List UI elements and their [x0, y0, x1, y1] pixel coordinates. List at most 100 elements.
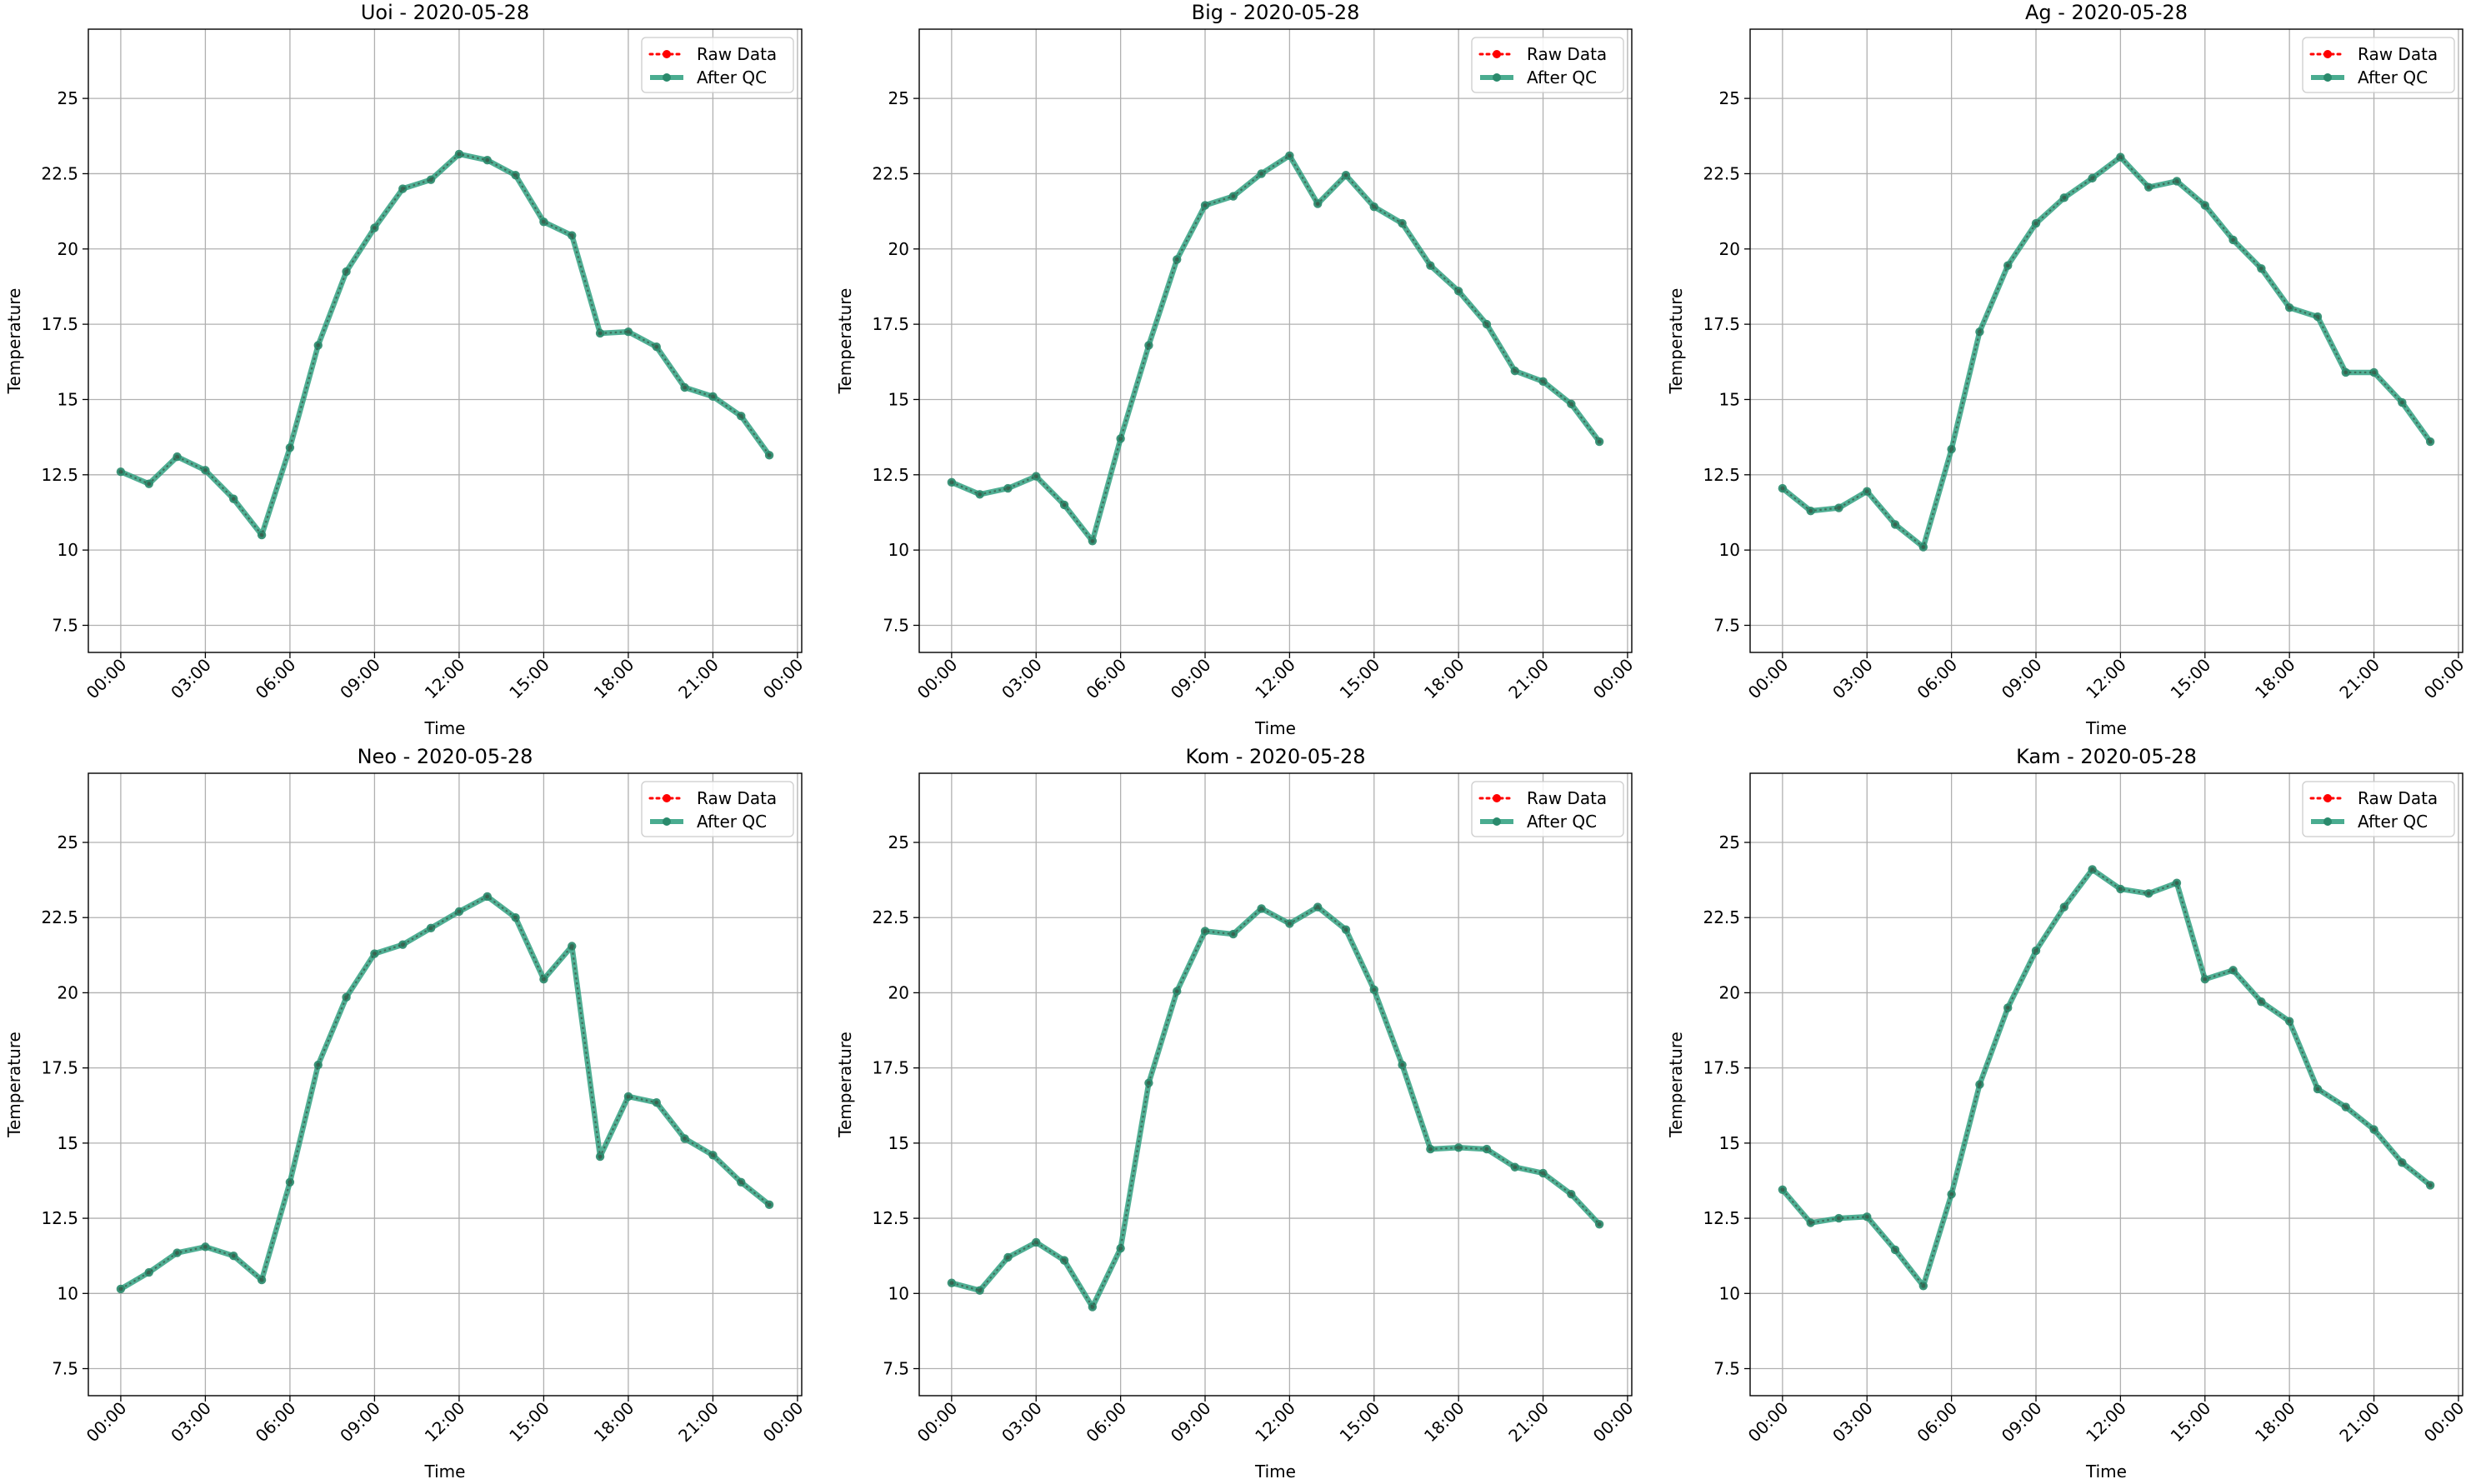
y-tick-label: 25	[1719, 88, 1740, 108]
data-point-raw	[373, 226, 377, 230]
x-tick-label: 00:00	[1744, 1398, 1793, 1447]
y-tick-label: 15	[1719, 389, 1740, 409]
x-tick-label: 09:00	[1998, 1398, 2046, 1447]
data-point-raw	[1808, 1221, 1813, 1225]
data-point-raw	[1893, 1247, 1898, 1252]
y-tick-label: 20	[58, 982, 78, 1002]
x-tick-label: 21:00	[674, 655, 723, 703]
data-point-raw	[457, 152, 462, 157]
data-point-raw	[1780, 486, 1785, 491]
data-point-raw	[1287, 922, 1292, 926]
data-point-raw	[2033, 948, 2038, 953]
legend-marker-qc	[1493, 817, 1501, 826]
data-point-raw	[1090, 538, 1095, 543]
x-tick-label: 12:00	[1251, 1398, 1299, 1447]
data-point-raw	[485, 157, 490, 162]
legend-marker-raw	[2323, 794, 2332, 802]
y-tick-label: 7.5	[52, 1359, 78, 1379]
x-tick-label: 12:00	[2082, 1398, 2130, 1447]
y-tick-label: 17.5	[1703, 314, 1740, 334]
data-point-raw	[2146, 185, 2151, 190]
data-point-raw	[288, 445, 293, 450]
x-tick-label: 21:00	[2335, 655, 2383, 703]
data-point-raw	[2174, 881, 2179, 886]
data-point-raw	[1978, 329, 1982, 334]
y-axis-label: Temperature	[835, 288, 855, 395]
series-line-after-qc	[948, 904, 1603, 1310]
y-tick-label: 22.5	[41, 163, 78, 183]
data-point-raw	[175, 1251, 179, 1255]
data-point-raw	[1893, 522, 1898, 527]
legend: Raw Data After QC	[2302, 37, 2455, 93]
x-tick-label: 21:00	[674, 1398, 723, 1447]
axes-frame	[918, 28, 1633, 653]
x-tick-label: 18:00	[1420, 1398, 1468, 1447]
chart-title: Neo - 2020-05-28	[358, 745, 533, 768]
legend-marker-qc	[1493, 73, 1501, 82]
legend: Raw Data After QC	[641, 781, 794, 837]
data-point-raw	[175, 454, 179, 459]
data-point-raw	[1949, 1192, 1954, 1197]
y-tick-label: 17.5	[1703, 1058, 1740, 1078]
legend-marker-raw	[663, 50, 671, 58]
legend-label-qc: After QC	[1527, 67, 1597, 87]
y-tick-label: 12.5	[41, 465, 78, 485]
x-tick-label: 12:00	[421, 655, 469, 703]
x-tick-label: 12:00	[421, 1398, 469, 1447]
y-tick-label: 20	[888, 982, 909, 1002]
data-point-raw	[2399, 400, 2404, 405]
data-point-raw	[513, 915, 518, 920]
legend-label-raw: Raw Data	[1527, 44, 1607, 64]
x-tick-label: 00:00	[83, 1398, 131, 1447]
data-point-raw	[1597, 1222, 1602, 1227]
data-point-raw	[231, 497, 236, 502]
data-point-raw	[1033, 1240, 1038, 1245]
data-point-raw	[203, 467, 208, 472]
data-point-raw	[1400, 221, 1404, 226]
data-point-raw	[485, 894, 490, 899]
y-tick-label: 20	[1719, 239, 1740, 259]
x-tick-label: 21:00	[2335, 1398, 2383, 1447]
legend-marker-raw	[1493, 794, 1501, 802]
x-tick-label: 18:00	[2251, 1398, 2299, 1447]
x-tick-label: 18:00	[1420, 655, 1468, 703]
data-point-raw	[767, 1202, 772, 1207]
data-point-raw	[2090, 867, 2095, 872]
x-tick-label: 00:00	[1589, 655, 1638, 703]
legend-marker-qc	[2323, 73, 2332, 82]
x-tick-label: 03:00	[167, 655, 215, 703]
data-point-raw	[1978, 1082, 1982, 1087]
data-point-raw	[738, 413, 743, 418]
data-point-raw	[1837, 506, 1841, 510]
data-point-raw	[2258, 266, 2263, 271]
data-point-raw	[2231, 237, 2235, 242]
data-point-raw	[2090, 176, 2095, 181]
data-point-raw	[654, 1100, 659, 1105]
y-tick-label: 22.5	[1703, 907, 1740, 927]
axes-frame	[1749, 772, 2463, 1397]
data-point-raw	[2287, 1019, 2292, 1024]
x-tick-label: 06:00	[252, 1398, 300, 1447]
legend: Raw Data After QC	[2302, 781, 2455, 837]
x-tick-label: 15:00	[505, 1398, 553, 1447]
data-point-raw	[683, 1137, 687, 1141]
data-point-raw	[1006, 1255, 1010, 1260]
y-tick-label: 15	[58, 389, 78, 409]
data-point-raw	[1315, 905, 1320, 909]
data-point-raw	[288, 1180, 293, 1185]
y-tick-label: 12.5	[872, 465, 909, 485]
data-point-raw	[231, 1253, 236, 1258]
data-point-raw	[569, 944, 574, 948]
data-point-raw	[1372, 987, 1377, 992]
x-tick-label: 00:00	[2420, 655, 2468, 703]
data-point-raw	[1006, 486, 1010, 491]
data-point-raw	[147, 1270, 152, 1275]
x-tick-label: 12:00	[2082, 655, 2130, 703]
chart-panel: 7.5 10 12.5 15 17.5 20 22.5 25 00:00 03:00 06:00 09…	[4, 1, 807, 738]
x-tick-label: 00:00	[913, 655, 962, 703]
legend-marker-raw	[663, 794, 671, 802]
data-point-raw	[147, 482, 152, 487]
data-point-raw	[203, 1244, 208, 1249]
y-tick-label: 10	[1719, 1283, 1740, 1303]
